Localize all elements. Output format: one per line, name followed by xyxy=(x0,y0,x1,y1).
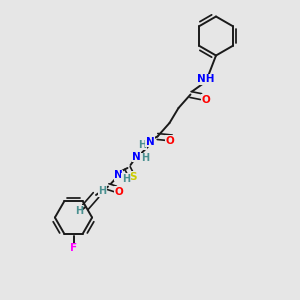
Text: NH: NH xyxy=(197,74,214,85)
Text: O: O xyxy=(201,94,210,105)
Text: H: H xyxy=(138,140,147,150)
Text: O: O xyxy=(165,136,174,146)
Text: N: N xyxy=(132,152,141,162)
Text: H: H xyxy=(75,206,83,216)
Text: H: H xyxy=(122,173,130,184)
Text: S: S xyxy=(130,172,137,182)
Text: F: F xyxy=(70,243,77,253)
Text: N: N xyxy=(146,136,154,147)
Text: H: H xyxy=(98,186,107,197)
Text: H: H xyxy=(141,153,149,163)
Text: N: N xyxy=(114,170,123,181)
Text: O: O xyxy=(114,187,123,197)
